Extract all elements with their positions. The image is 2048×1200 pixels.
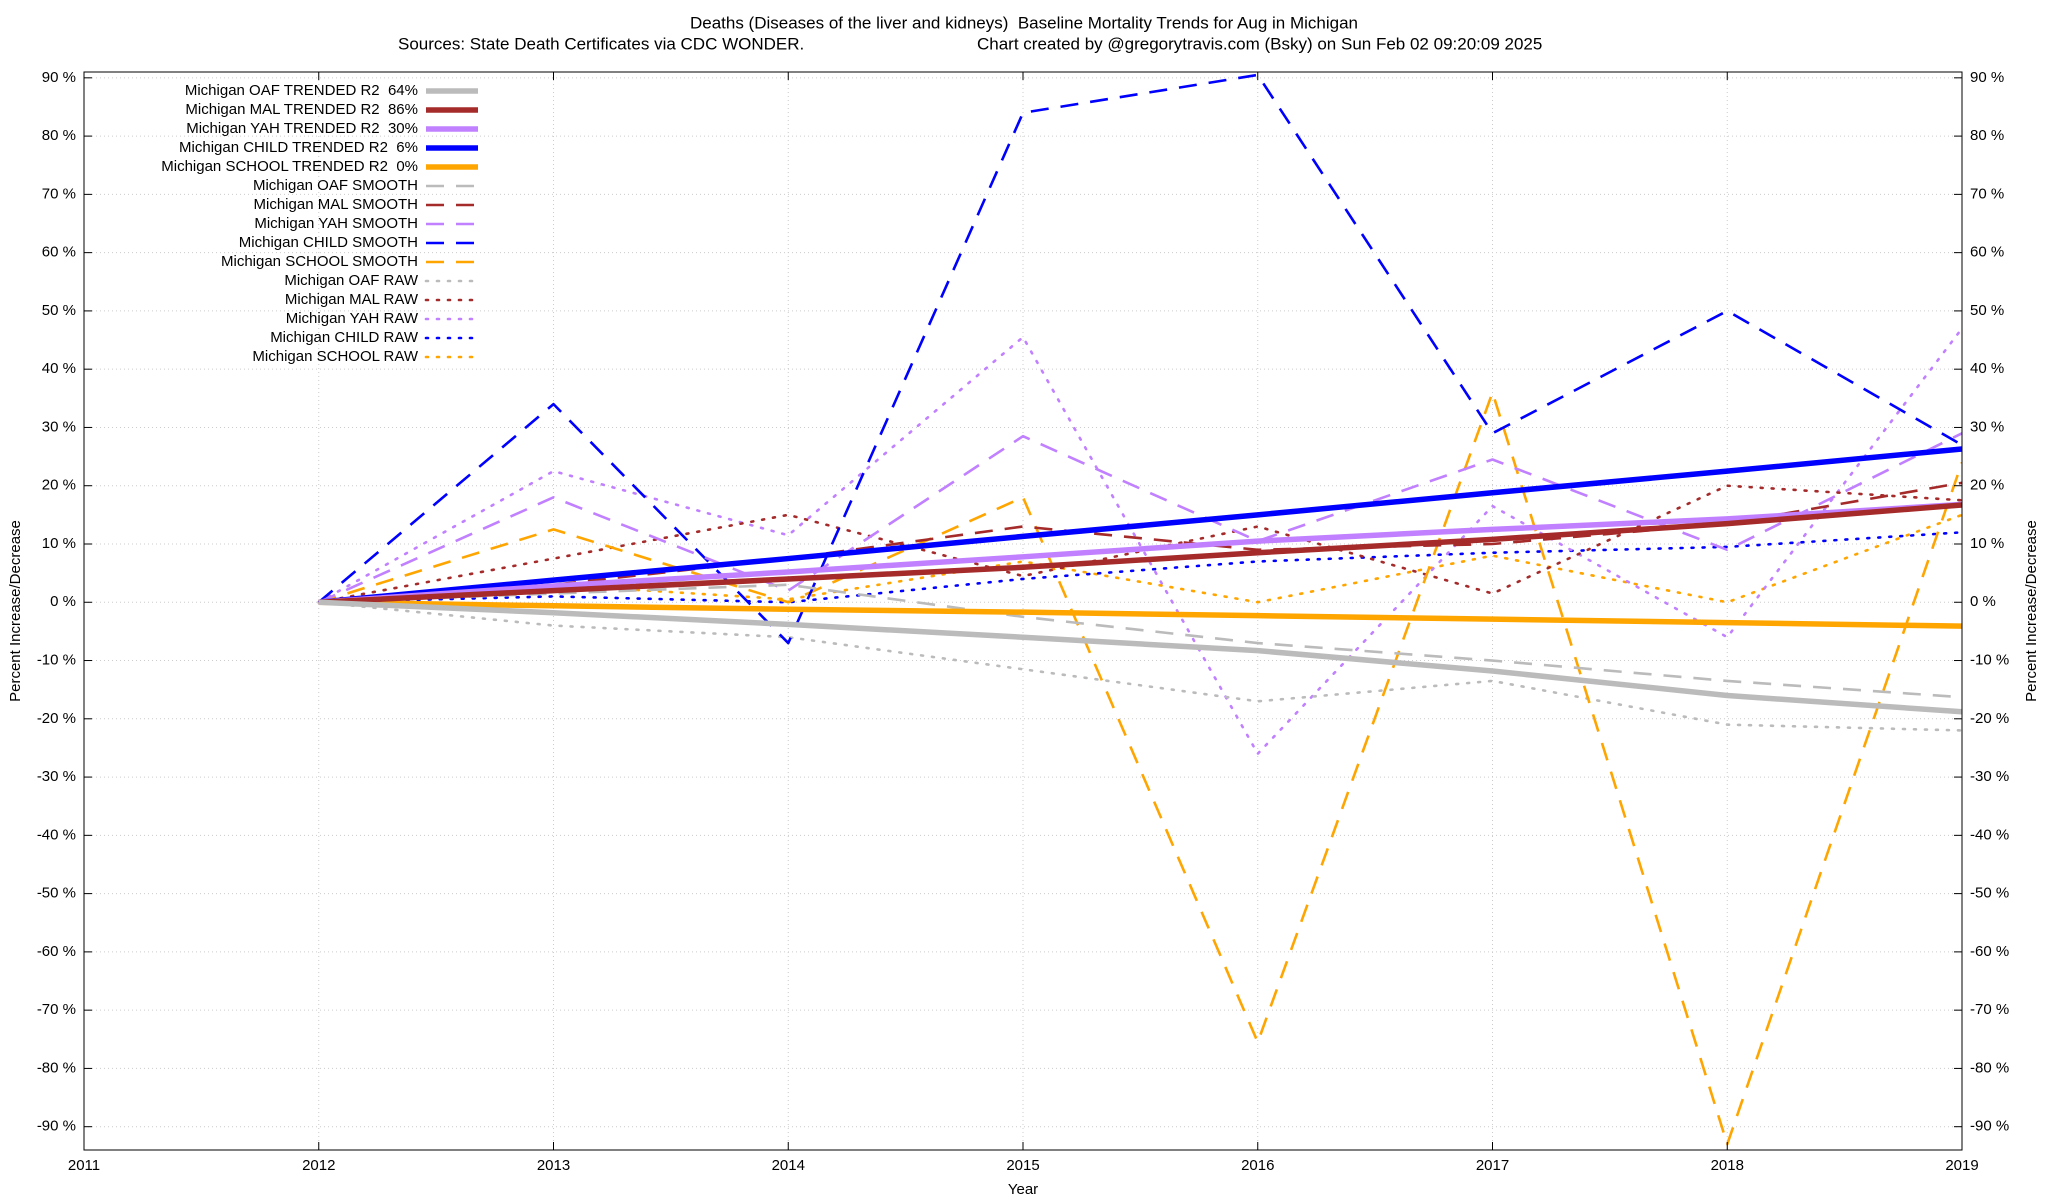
legend-label: Michigan MAL RAW bbox=[285, 291, 419, 308]
legend: Michigan OAF TRENDED R2 64% Michigan MAL … bbox=[161, 82, 480, 365]
y-tick-label: -90 % bbox=[37, 1118, 76, 1135]
y-tick-label: 20 % bbox=[42, 477, 76, 494]
y2-tick-label: 70 % bbox=[1970, 185, 2004, 202]
series-line bbox=[318, 599, 1962, 715]
y2-tick-label: 30 % bbox=[1970, 418, 2004, 435]
chart-source: Sources: State Death Certificates via CD… bbox=[398, 34, 804, 53]
y-tick-label: 10 % bbox=[42, 535, 76, 552]
y-tick-label: 70 % bbox=[42, 185, 76, 202]
series-line bbox=[318, 501, 1962, 606]
y-tick-label: 90 % bbox=[42, 69, 76, 86]
y-tick-label: -60 % bbox=[37, 943, 76, 960]
x-tick-label: 2011 bbox=[68, 1157, 100, 1174]
series-line bbox=[318, 481, 1962, 604]
x-tick-label: 2014 bbox=[772, 1157, 805, 1174]
y2-tick-label: 90 % bbox=[1970, 69, 2004, 86]
x-tick-label: 2015 bbox=[1006, 1157, 1039, 1174]
legend-label: Michigan YAH TRENDED R2 30% bbox=[186, 120, 418, 137]
y2-tick-label: -70 % bbox=[1970, 1001, 2009, 1018]
legend-label: Michigan CHILD RAW bbox=[270, 329, 419, 346]
chart-title: Deaths (Diseases of the liver and kidney… bbox=[690, 13, 1358, 32]
series-line bbox=[318, 446, 1962, 605]
series-line bbox=[317, 600, 1962, 732]
y-tick-label: -30 % bbox=[37, 768, 76, 785]
y2-tick-label: -80 % bbox=[1970, 1059, 2009, 1076]
grid bbox=[83, 72, 1963, 1150]
series-line bbox=[317, 484, 1962, 604]
y2-tick-label: 10 % bbox=[1970, 535, 2004, 552]
y2-tick-label: 0 % bbox=[1970, 593, 1996, 610]
y2-tick-label: 40 % bbox=[1970, 360, 2004, 377]
legend-label: Michigan SCHOOL RAW bbox=[252, 348, 418, 365]
y-tick-label: -80 % bbox=[37, 1059, 76, 1076]
y2-tick-label: -40 % bbox=[1970, 826, 2009, 843]
y-tick-label: 80 % bbox=[42, 127, 76, 144]
series-line bbox=[317, 73, 1962, 645]
series-line bbox=[317, 327, 1962, 756]
y-tick-label: -70 % bbox=[37, 1001, 76, 1018]
y-tick-label: 50 % bbox=[42, 302, 76, 319]
y2-tick-label: 50 % bbox=[1970, 302, 2004, 319]
axes: -90 % -90 % -80 % -80 % -70 % -70 % -60 % -60 %… bbox=[37, 69, 2009, 1174]
x-tick-label: 2017 bbox=[1476, 1157, 1509, 1174]
x-tick-label: 2012 bbox=[302, 1157, 335, 1174]
legend-label: Michigan SCHOOL SMOOTH bbox=[221, 253, 418, 270]
y-tick-label: -10 % bbox=[37, 651, 76, 668]
x-tick-label: 2013 bbox=[537, 1157, 570, 1174]
y2-tick-label: 20 % bbox=[1970, 477, 2004, 494]
series-line bbox=[318, 599, 1962, 629]
legend-label: Michigan YAH SMOOTH bbox=[254, 215, 418, 232]
y2-tick-label: -60 % bbox=[1970, 943, 2009, 960]
y2-tick-label: -10 % bbox=[1970, 651, 2009, 668]
legend-label: Michigan SCHOOL TRENDED R2 0% bbox=[161, 158, 418, 175]
chart-credit: Chart created by @gregorytravis.com (Bsk… bbox=[977, 34, 1542, 53]
legend-label: Michigan MAL SMOOTH bbox=[254, 196, 418, 213]
y2-tick-label: -90 % bbox=[1970, 1118, 2009, 1135]
y2-axis-label: Percent Increase/Decrease bbox=[2023, 520, 2040, 702]
legend-label: Michigan OAF SMOOTH bbox=[253, 177, 418, 194]
plot-lines bbox=[317, 73, 1962, 1146]
y2-tick-label: -30 % bbox=[1970, 768, 2009, 785]
legend-label: Michigan CHILD TRENDED R2 6% bbox=[179, 139, 418, 156]
y2-tick-label: 60 % bbox=[1970, 244, 2004, 261]
legend-label: Michigan CHILD SMOOTH bbox=[239, 234, 418, 251]
x-tick-label: 2016 bbox=[1241, 1157, 1274, 1174]
series-line bbox=[318, 432, 1962, 604]
y2-tick-label: 80 % bbox=[1970, 127, 2004, 144]
x-tick-label: 2018 bbox=[1711, 1157, 1744, 1174]
y-tick-label: 40 % bbox=[42, 360, 76, 377]
series-line bbox=[318, 502, 1962, 606]
legend-label: Michigan MAL TRENDED R2 86% bbox=[185, 101, 418, 118]
y-tick-label: 30 % bbox=[42, 418, 76, 435]
y-tick-label: -50 % bbox=[37, 885, 76, 902]
y-tick-label: 0 % bbox=[50, 593, 76, 610]
legend-label: Michigan OAF RAW bbox=[284, 272, 418, 289]
series-line bbox=[318, 391, 1962, 1146]
x-axis-label: Year bbox=[1008, 1181, 1038, 1198]
x-tick-label: 2019 bbox=[1945, 1157, 1978, 1174]
legend-label: Michigan YAH RAW bbox=[286, 310, 419, 327]
y2-tick-label: -50 % bbox=[1970, 885, 2009, 902]
y-tick-label: -40 % bbox=[37, 826, 76, 843]
y-tick-label: -20 % bbox=[37, 710, 76, 727]
series-line bbox=[317, 531, 1962, 604]
y-axis-label: Percent Increase/Decrease bbox=[7, 520, 24, 702]
y2-tick-label: -20 % bbox=[1970, 710, 2009, 727]
y-tick-label: 60 % bbox=[42, 244, 76, 261]
series-line bbox=[318, 583, 1962, 699]
legend-label: Michigan OAF TRENDED R2 64% bbox=[185, 82, 418, 99]
